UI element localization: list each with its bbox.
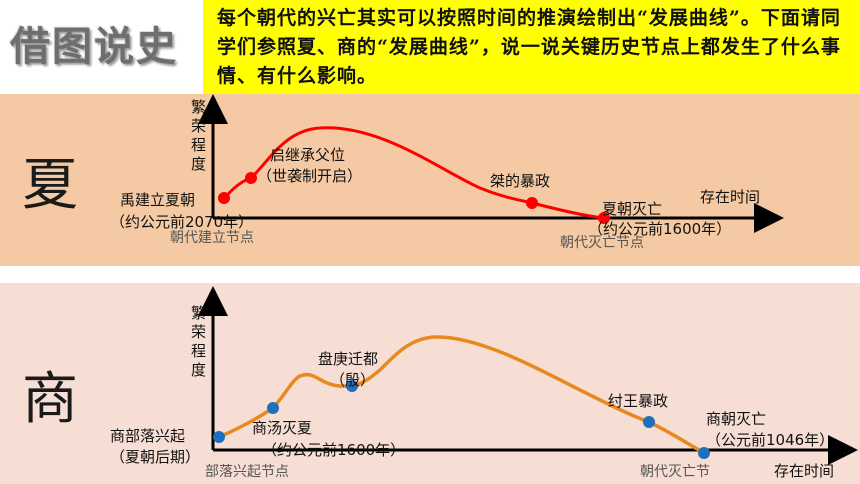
shang-y-axis-label-4: 度 bbox=[191, 361, 206, 379]
shang-development-curve bbox=[218, 335, 705, 455]
xia-point-jie bbox=[526, 197, 538, 209]
shang-point-label-2: 盘庚迁都 bbox=[318, 350, 378, 368]
shang-dynasty-char: 商 bbox=[22, 367, 78, 432]
shang-node-label-start: 部落兴起节点 bbox=[205, 464, 289, 480]
xia-point-founding bbox=[218, 192, 230, 204]
xia-node-label-end: 朝代灭亡节点 bbox=[560, 235, 644, 251]
shang-point-tang bbox=[267, 402, 279, 414]
shang-point-zhou bbox=[643, 416, 655, 428]
xia-y-axis-label-4: 度 bbox=[191, 155, 206, 173]
section-title: 借图说史 bbox=[10, 24, 178, 70]
xia-point-sub-0: （约公元前2070年） bbox=[110, 213, 253, 231]
xia-point-sub-3: （约公元前1600年） bbox=[588, 220, 731, 238]
shang-point-pangeng bbox=[346, 380, 358, 392]
xia-point-fall bbox=[598, 212, 610, 224]
shang-point-sub-1: （约公元前1600年） bbox=[262, 441, 405, 459]
shang-node-label-end: 朝代灭亡节 bbox=[640, 464, 710, 480]
xia-node-label-start: 朝代建立节点 bbox=[170, 230, 254, 246]
shang-point-label-1: 商汤灭夏 bbox=[252, 419, 312, 437]
shang-y-axis-label-3: 程 bbox=[191, 342, 206, 360]
xia-y-axis-label-2: 荣 bbox=[191, 117, 206, 135]
xia-point-label-2: 桀的暴政 bbox=[490, 172, 550, 190]
xia-y-axis-label-1: 繁 bbox=[191, 98, 206, 116]
xia-point-label-1: 启继承父位 bbox=[270, 146, 345, 164]
shang-point-label-3: 纣王暴政 bbox=[608, 392, 668, 410]
xia-x-axis-label: 存在时间 bbox=[700, 188, 760, 206]
xia-point-qi bbox=[245, 172, 257, 184]
shang-point-sub-0: （夏朝后期） bbox=[110, 448, 200, 466]
shang-point-fall bbox=[698, 447, 710, 459]
xia-point-sub-1: （世袭制开启） bbox=[257, 167, 362, 185]
xia-point-label-0: 禹建立夏朝 bbox=[120, 191, 195, 209]
shang-point-sub-4: （公元前1046年） bbox=[706, 431, 834, 449]
shang-point-label-0: 商部落兴起 bbox=[110, 427, 185, 445]
xia-y-axis-label-3: 程 bbox=[191, 136, 206, 154]
shang-x-axis-label: 存在时间 bbox=[774, 462, 834, 480]
instruction-text: 每个朝代的兴亡其实可以按照时间的推演绘制出“发展曲线”。下面请同学们参照夏、商的… bbox=[203, 0, 860, 94]
xia-point-label-3: 夏朝灭亡 bbox=[602, 200, 662, 218]
shang-y-axis-label-2: 荣 bbox=[191, 323, 206, 341]
xia-dynasty-char: 夏 bbox=[22, 153, 78, 218]
shang-point-sub-2: （殷） bbox=[330, 371, 375, 389]
shang-y-axis-label-1: 繁 bbox=[191, 304, 206, 322]
shang-point-rise bbox=[213, 431, 225, 443]
shang-point-label-4: 商朝灭亡 bbox=[706, 410, 766, 428]
xia-band bbox=[0, 94, 860, 266]
